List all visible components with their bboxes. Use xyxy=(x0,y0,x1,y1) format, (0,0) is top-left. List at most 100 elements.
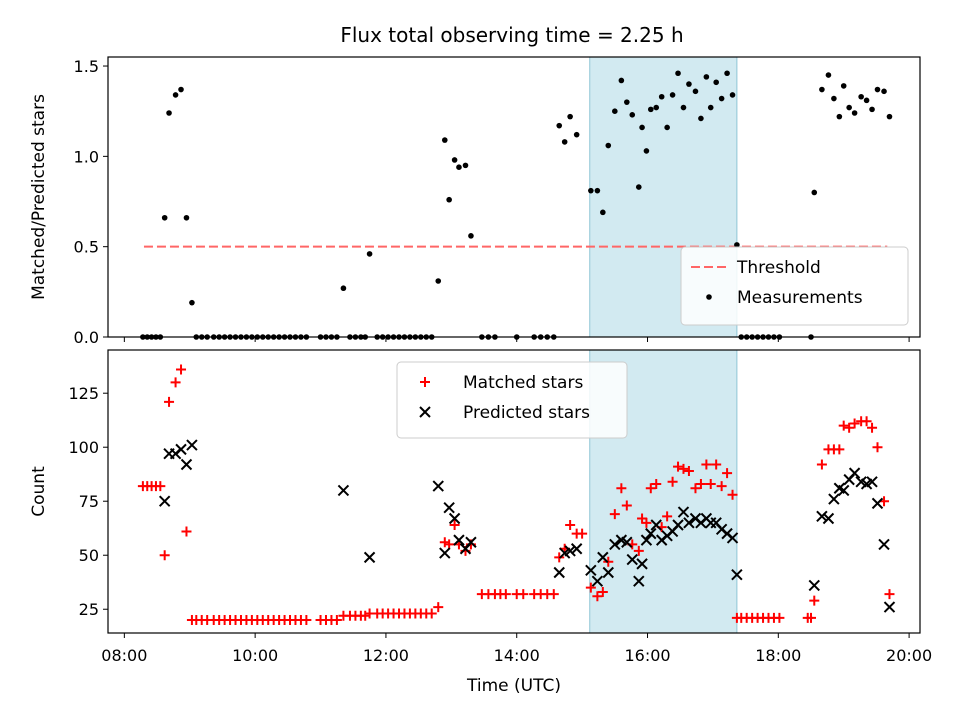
data-point xyxy=(861,416,872,427)
data-point xyxy=(866,476,878,488)
data-point xyxy=(439,537,450,548)
data-point xyxy=(884,589,895,600)
data-point xyxy=(556,122,563,129)
data-point xyxy=(639,124,645,131)
data-point xyxy=(867,422,878,433)
x-tick-label: 20:00 xyxy=(886,646,932,665)
legend-marker xyxy=(419,406,431,418)
data-point xyxy=(592,591,603,602)
data-point xyxy=(808,579,820,592)
data-point xyxy=(844,422,855,433)
data-point xyxy=(426,608,437,619)
data-point xyxy=(729,92,736,98)
data-point xyxy=(701,459,712,470)
data-point xyxy=(811,189,818,196)
data-point xyxy=(840,83,847,89)
data-point xyxy=(331,615,342,626)
data-point xyxy=(633,545,644,556)
data-point xyxy=(597,551,609,564)
data-point xyxy=(806,612,817,623)
data-point xyxy=(435,278,442,284)
data-point xyxy=(443,501,455,514)
data-point xyxy=(468,233,474,239)
data-point xyxy=(711,459,722,470)
legend-marker xyxy=(420,377,430,387)
data-point xyxy=(816,510,828,523)
y-axis-label: Matched/Predicted stars xyxy=(29,94,49,300)
data-point xyxy=(675,70,681,77)
data-point xyxy=(662,511,673,522)
data-point xyxy=(828,493,840,505)
data-point xyxy=(577,528,588,539)
data-point xyxy=(186,439,198,451)
data-point xyxy=(834,444,845,455)
data-point xyxy=(680,104,687,111)
data-point xyxy=(722,468,733,479)
data-point xyxy=(597,586,608,597)
data-point xyxy=(170,377,181,388)
data-point xyxy=(161,214,168,221)
data-point xyxy=(647,106,654,113)
data-point xyxy=(565,519,576,530)
data-point xyxy=(658,93,665,100)
data-point xyxy=(653,104,660,111)
data-point xyxy=(690,483,701,494)
data-point xyxy=(878,538,890,551)
data-point xyxy=(692,88,699,95)
data-point xyxy=(673,461,684,472)
series-matched-stars xyxy=(137,364,895,626)
data-point xyxy=(698,115,704,122)
x-tick-label: 16:00 xyxy=(624,646,670,665)
x-tick-label: 10:00 xyxy=(232,646,278,665)
data-point xyxy=(570,543,583,555)
data-point xyxy=(724,70,730,77)
data-point xyxy=(609,509,620,520)
data-point xyxy=(816,459,827,470)
data-point xyxy=(178,86,184,93)
data-point xyxy=(863,97,870,104)
data-point xyxy=(819,86,825,93)
x-tick-label: 08:00 xyxy=(101,646,147,665)
data-point xyxy=(564,545,576,557)
series-measurements xyxy=(140,70,893,340)
data-point xyxy=(874,86,881,93)
data-point xyxy=(713,79,719,86)
data-point xyxy=(591,575,604,587)
legend-label: Matched stars xyxy=(463,373,583,393)
data-point xyxy=(451,157,458,163)
y-axis-label: Count xyxy=(29,466,49,517)
data-point xyxy=(158,495,171,507)
data-point xyxy=(155,481,166,492)
y-tick-label: 0.5 xyxy=(74,238,99,257)
data-point xyxy=(881,88,887,95)
legend-box xyxy=(396,361,628,439)
data-point xyxy=(636,558,648,570)
data-point xyxy=(686,81,692,87)
data-point xyxy=(588,187,594,194)
data-point xyxy=(837,484,850,497)
data-point xyxy=(650,519,662,531)
data-point xyxy=(618,77,625,84)
data-point xyxy=(716,481,727,492)
data-point xyxy=(172,92,179,98)
data-point xyxy=(849,418,860,429)
data-point xyxy=(180,458,193,471)
y-tick-label: 0.0 xyxy=(74,328,99,347)
data-point xyxy=(831,95,837,102)
data-point xyxy=(664,124,670,131)
y-tick-label: 50 xyxy=(79,546,99,565)
chart-title: Flux total observing time = 2.25 h xyxy=(340,23,683,47)
data-point xyxy=(846,104,852,111)
data-point xyxy=(183,214,190,221)
data-point xyxy=(629,112,636,118)
data-point xyxy=(621,536,633,548)
data-point xyxy=(645,527,657,540)
x-tick-label: 14:00 xyxy=(494,646,540,665)
data-point xyxy=(838,420,849,431)
legend-label: Measurements xyxy=(737,288,863,308)
data-point xyxy=(645,483,656,494)
legend: Threshold Measurements xyxy=(680,246,909,326)
data-point xyxy=(635,184,642,190)
data-point xyxy=(301,615,312,626)
